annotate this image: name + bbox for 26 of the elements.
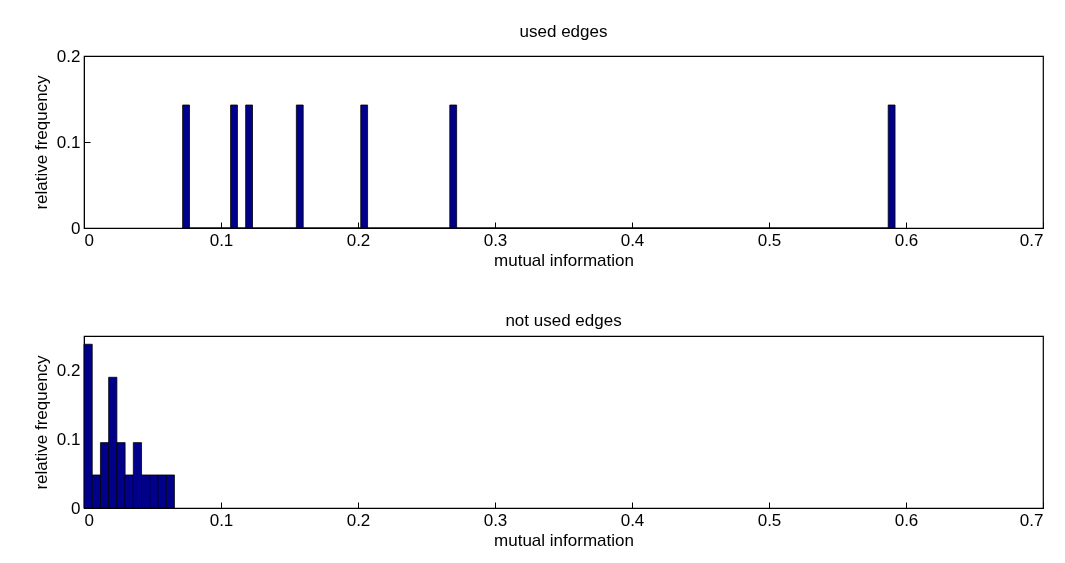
y-axis-title: relative frequency — [31, 74, 51, 210]
x-tick-label: 0.1 — [209, 510, 234, 530]
x-tick-label: 0.2 — [346, 510, 371, 530]
x-tick-label: 0.5 — [757, 510, 782, 530]
x-tick-label: 0.7 — [1019, 510, 1044, 530]
x-tick-label: 0.4 — [620, 510, 645, 530]
y-tick-label: 0.2 — [56, 46, 81, 66]
x-tick-label: 0.6 — [894, 510, 919, 530]
x-tick-label: 0.3 — [483, 510, 508, 530]
y-tick-label: 0.1 — [56, 132, 81, 152]
y-tick-label: 0.1 — [56, 429, 81, 449]
chart-title: not used edges — [505, 311, 622, 330]
x-tick-label: 0.7 — [1019, 230, 1044, 250]
x-tick-label: 0 — [84, 230, 94, 250]
x-tick-label: 0.4 — [620, 230, 645, 250]
x-tick-label: 0 — [84, 510, 94, 530]
x-tick-label: 0.5 — [757, 230, 782, 250]
chart-title: used edges — [519, 22, 608, 41]
y-tick-label: 0.2 — [56, 360, 81, 380]
x-axis-title: mutual information — [494, 530, 634, 550]
x-tick-label: 0.6 — [894, 230, 919, 250]
x-tick-label: 0.1 — [209, 230, 234, 250]
x-tick-label: 0.2 — [346, 230, 371, 250]
x-axis-title: mutual information — [494, 250, 634, 270]
x-tick-label: 0.3 — [483, 230, 508, 250]
y-axis-title: relative frequency — [31, 354, 51, 490]
